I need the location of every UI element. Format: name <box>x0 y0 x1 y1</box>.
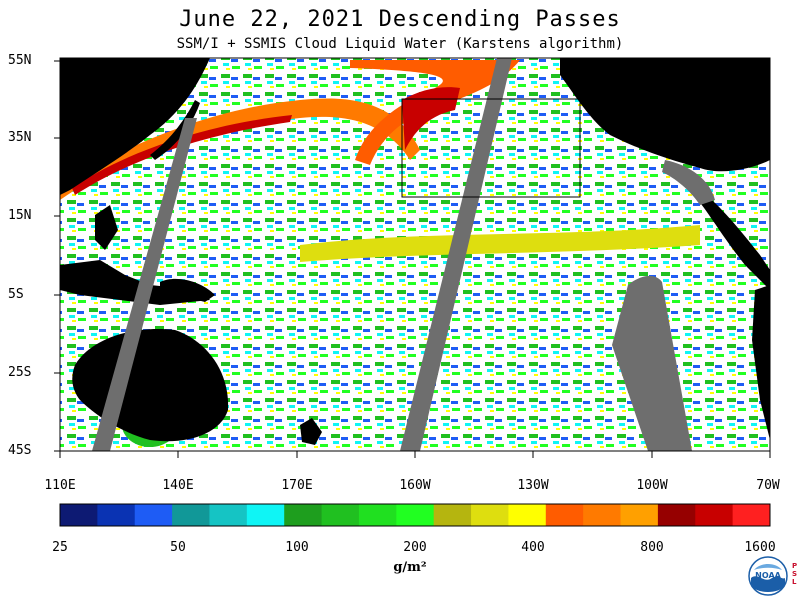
colorbar <box>60 504 771 526</box>
colorbar-label-25: 25 <box>52 540 68 555</box>
colorbar-swatch-15 <box>620 504 659 526</box>
colorbar-swatch-11 <box>471 504 509 526</box>
lon-label-170e: 170E <box>281 478 313 493</box>
north-america <box>560 58 770 172</box>
lat-label-55n: 55N <box>8 53 32 68</box>
lon-label-140e: 140E <box>162 478 194 493</box>
lat-label-35n: 35N <box>8 130 32 145</box>
psl-letter-l: L <box>792 578 797 586</box>
lon-label-100w: 100W <box>636 478 668 493</box>
colorbar-frame <box>59 503 771 527</box>
colorbar-swatch-5 <box>246 504 285 526</box>
storm-core-northwest <box>72 115 292 195</box>
colorbar-swatch-4 <box>209 504 248 526</box>
swath-gap-west <box>92 118 197 451</box>
central-america <box>698 190 770 290</box>
lat-label-25s: 25S <box>8 365 32 380</box>
asia-landmass <box>60 58 210 195</box>
lon-label-160w: 160W <box>399 478 431 493</box>
colorbar-swatch-2 <box>134 504 173 526</box>
colorbar-label-1600: 1600 <box>744 540 776 555</box>
lon-label-130w: 130W <box>517 478 549 493</box>
colorbar-swatch-10 <box>433 504 472 526</box>
page-title: June 22, 2021 Descending Passes <box>179 7 621 32</box>
colorbar-swatch-18 <box>732 504 771 526</box>
psl-letter-s: S <box>792 570 798 578</box>
colorbar-label-800: 800 <box>640 540 664 555</box>
lat-label-5s: 5S <box>8 287 24 302</box>
colorbar-swatch-12 <box>508 504 547 526</box>
lon-label-70w: 70W <box>756 478 780 493</box>
colorbar-swatch-1 <box>97 504 136 526</box>
page-subtitle: SSM/I + SSMIS Cloud Liquid Water (Karste… <box>176 36 624 52</box>
storm-core-north <box>402 87 460 150</box>
colorbar-swatch-16 <box>657 504 696 526</box>
colorbar-swatch-8 <box>358 504 397 526</box>
lat-label-15n: 15N <box>8 208 32 223</box>
south-america <box>752 285 770 440</box>
colorbar-swatch-3 <box>172 504 210 526</box>
lat-ticks <box>54 60 60 452</box>
colorbar-unit: g/m² <box>393 560 427 575</box>
region-box <box>401 98 581 198</box>
lon-ticks <box>59 451 771 458</box>
colorbar-swatch-14 <box>583 504 622 526</box>
storm-band-northwest <box>60 98 420 200</box>
noaa-logo: NOAA <box>748 556 788 596</box>
colorbar-label-200: 200 <box>403 540 427 555</box>
lat-label-45s: 45S <box>8 443 32 458</box>
colorbar-swatch-6 <box>284 504 323 526</box>
lon-label-110e: 110E <box>44 478 76 493</box>
colorbar-swatch-13 <box>545 504 584 526</box>
colorbar-swatch-7 <box>321 504 360 526</box>
swath-gap-east <box>612 275 692 451</box>
noaa-logo-text: NOAA <box>755 571 781 580</box>
new-guinea <box>160 278 215 302</box>
colorbar-swatch-9 <box>396 504 435 526</box>
colorbar-swatch-17 <box>695 504 734 526</box>
psl-letter-p: P <box>792 562 798 570</box>
storm-band-north <box>350 60 520 165</box>
psl-letters: P S L <box>792 562 800 586</box>
colorbar-label-400: 400 <box>521 540 545 555</box>
new-zealand <box>300 418 322 445</box>
colorbar-label-100: 100 <box>285 540 309 555</box>
swath-gap-northamerica <box>662 160 715 205</box>
japan-island <box>150 100 200 160</box>
philippines-islands <box>95 205 118 250</box>
swath-gap-central <box>400 58 512 451</box>
itcz-band <box>300 225 700 262</box>
colorbar-swatch-0 <box>60 504 98 526</box>
colorbar-label-50: 50 <box>170 540 186 555</box>
